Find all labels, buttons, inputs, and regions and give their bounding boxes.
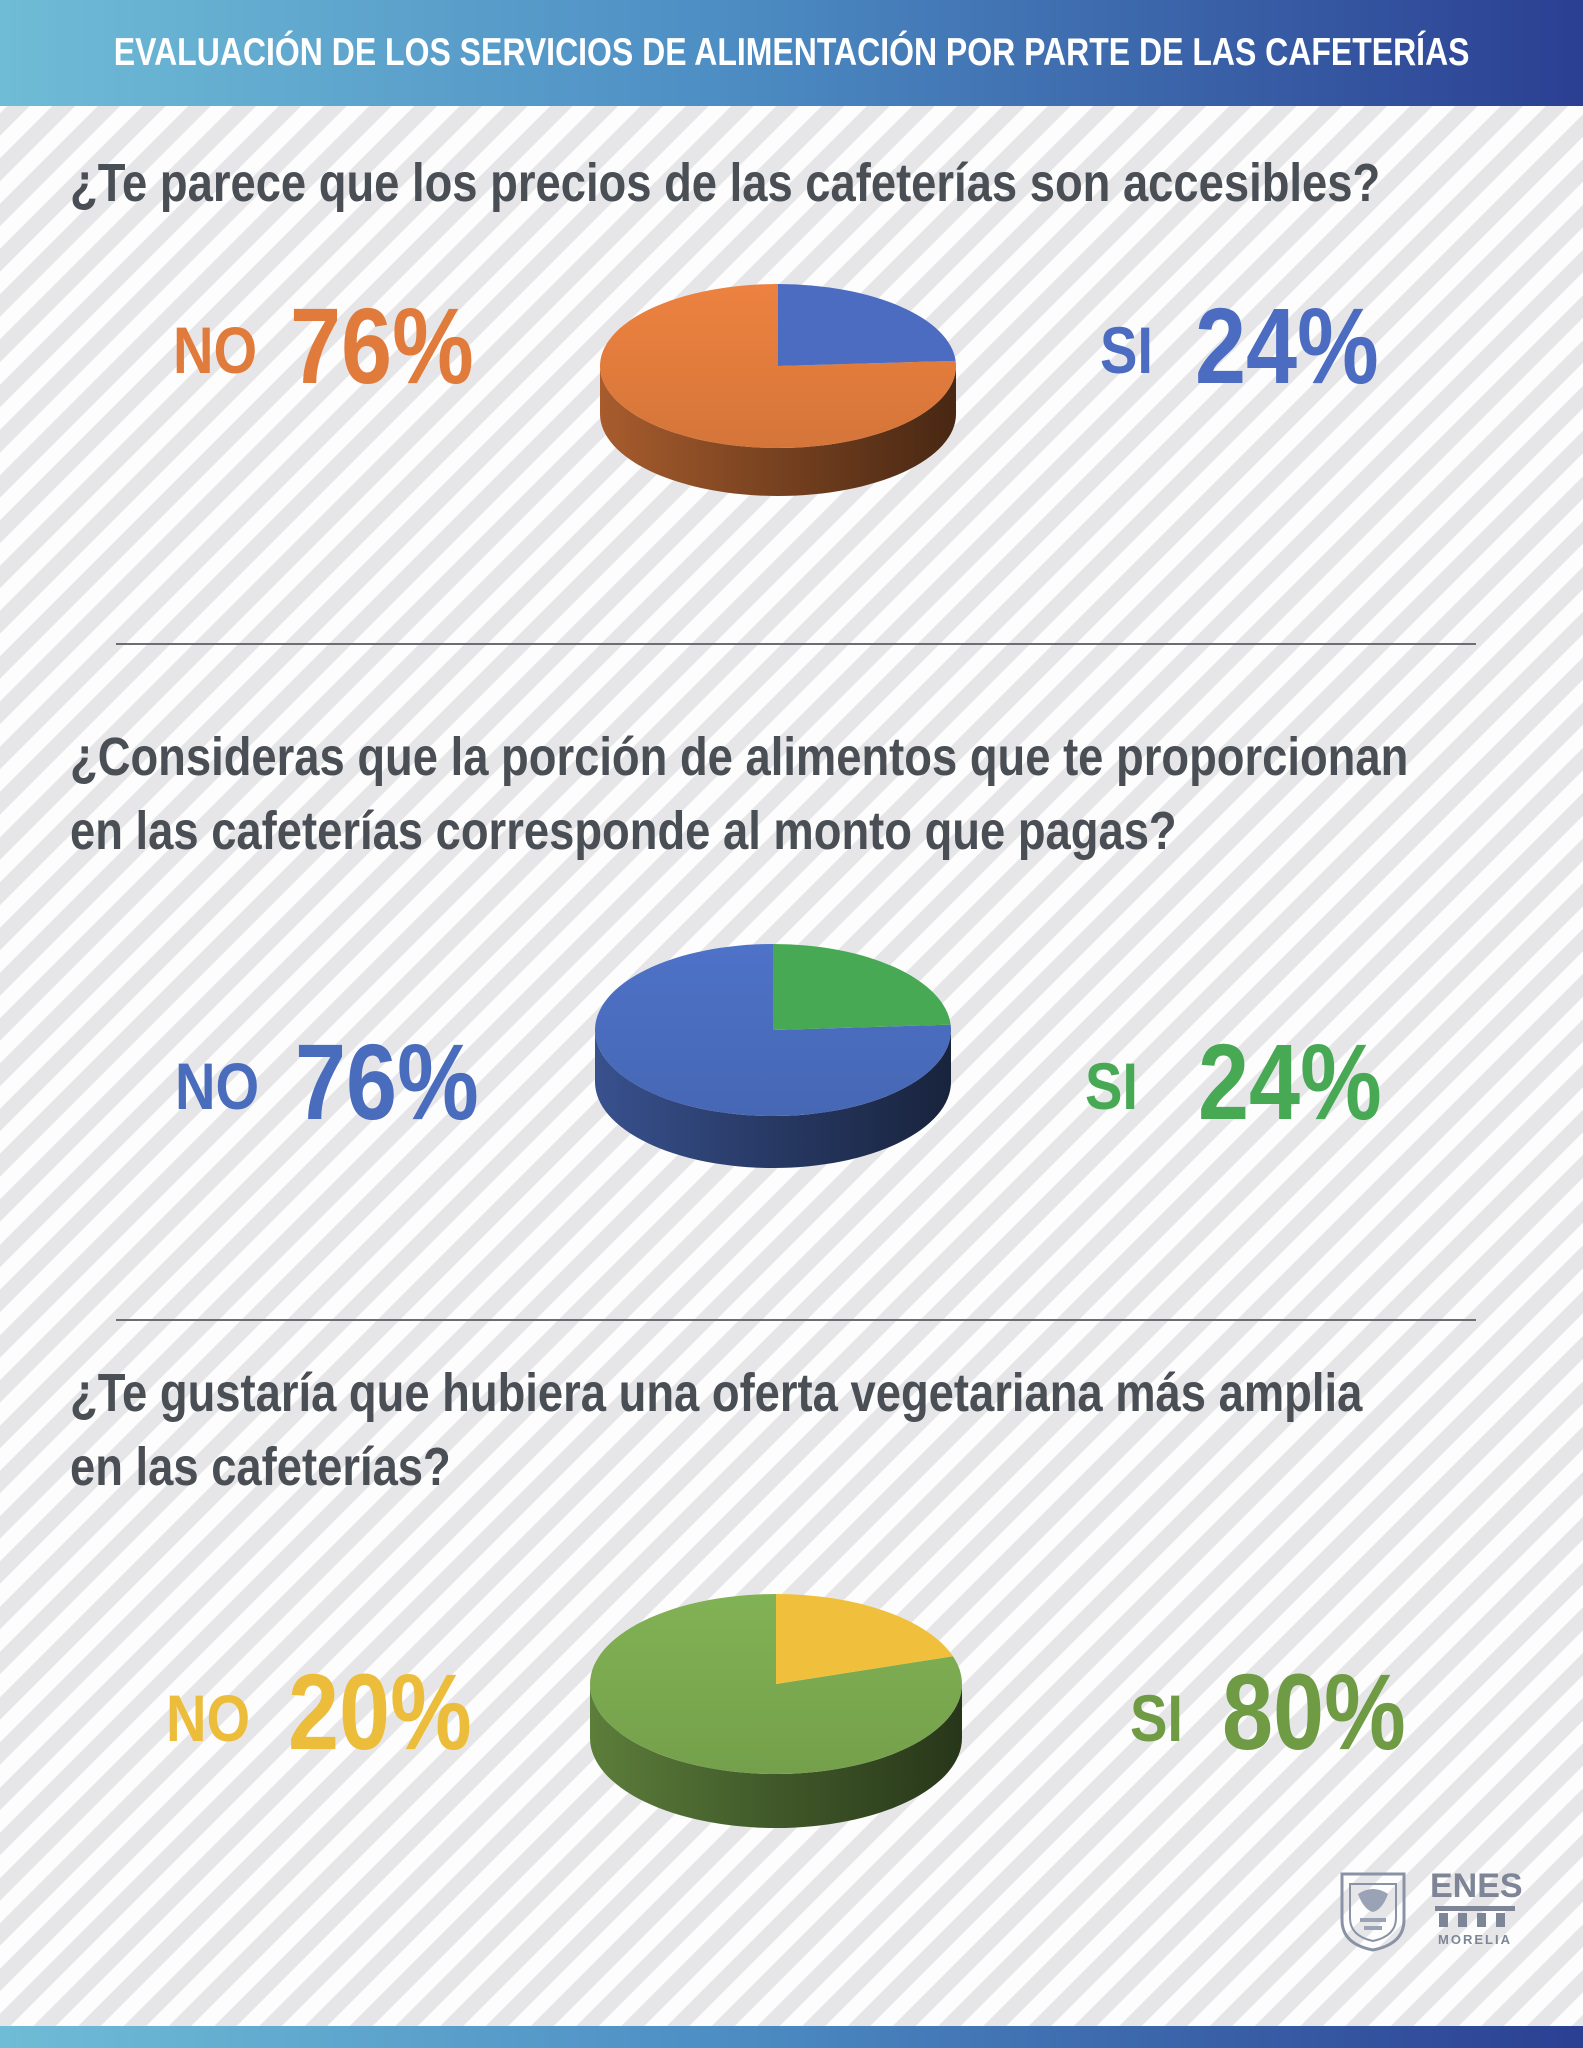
si-label-2: SI: [1085, 1049, 1139, 1123]
no-label-1: NO: [173, 313, 258, 387]
columns-icon: [1435, 1906, 1515, 1927]
pie-slice-si: [773, 944, 951, 1030]
morelia-logo-text: MORELIA: [1438, 1932, 1512, 1947]
question-3-line-2: en las cafeterías?: [70, 1437, 451, 1497]
no-value-1: 76%: [290, 285, 474, 406]
no-value-2: 76%: [295, 1021, 479, 1142]
si-label-3: SI: [1130, 1681, 1184, 1755]
question-2: ¿Consideras que la porción de alimentos …: [70, 720, 1409, 868]
question-1: ¿Te parece que los precios de las cafete…: [70, 153, 1381, 213]
si-value-1: 24%: [1195, 285, 1379, 406]
question-3-line-1: ¿Te gustaría que hubiera una oferta vege…: [70, 1363, 1363, 1423]
divider-2: [116, 1319, 1476, 1321]
header-bar: EVALUACIÓN DE LOS SERVICIOS DE ALIMENTAC…: [0, 0, 1583, 106]
pie-chart-3: [590, 1594, 962, 1828]
no-label-2: NO: [175, 1049, 260, 1123]
question-2-line-1: ¿Consideras que la porción de alimentos …: [70, 727, 1409, 787]
pie-side-3: [590, 1684, 962, 1828]
enes-logo-text: ENES: [1430, 1867, 1523, 1905]
pie-side-1: [600, 366, 956, 496]
no-label-3: NO: [166, 1681, 251, 1755]
pie-side-2: [595, 1030, 951, 1168]
si-label-1: SI: [1100, 313, 1154, 387]
question-3: ¿Te gustaría que hubiera una oferta vege…: [70, 1356, 1363, 1504]
pie-chart-2: [595, 944, 951, 1168]
si-value-2: 24%: [1198, 1021, 1382, 1142]
divider-1: [116, 643, 1476, 645]
logo-area: ENES MORELIA: [1338, 1867, 1523, 1958]
pie-slice-no: [776, 1594, 953, 1684]
unam-shield-icon: [1340, 1872, 1406, 1952]
question-2-line-2: en las cafeterías corresponde al monto q…: [70, 801, 1177, 861]
pie-chart-1: [600, 284, 956, 496]
si-value-3: 80%: [1222, 1651, 1406, 1772]
page-title: EVALUACIÓN DE LOS SERVICIOS DE ALIMENTAC…: [113, 31, 1470, 74]
no-value-3: 20%: [288, 1651, 472, 1772]
footer-bar: [0, 2026, 1583, 2048]
pie-slice-si: [778, 284, 956, 366]
